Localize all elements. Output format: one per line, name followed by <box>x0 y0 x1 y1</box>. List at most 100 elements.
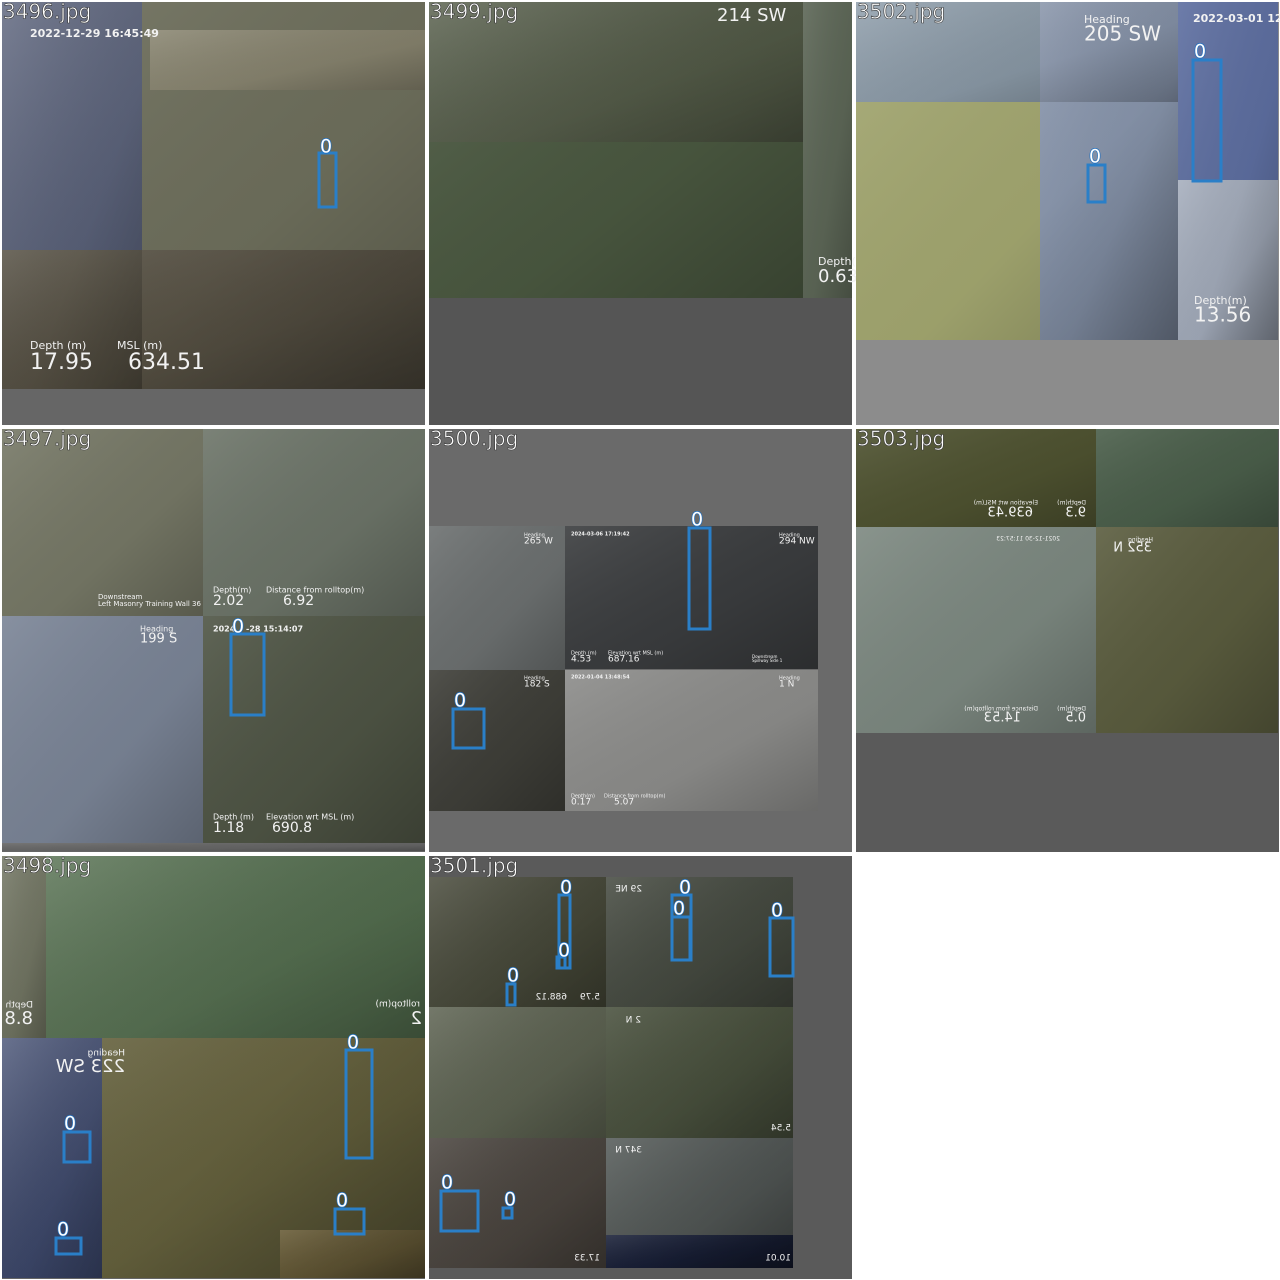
overlay-text: Depth(m) <box>1057 500 1086 507</box>
overlay-text: Distance from rolltop(m) <box>604 794 665 800</box>
overlay-text: 2022-12-29 16:45:49 <box>30 27 159 40</box>
overlay-text: 294 NW <box>779 537 815 547</box>
overlay-text: 2022-03-01 12 <box>1193 12 1280 25</box>
image-shade <box>203 616 425 843</box>
bounding-box <box>333 1207 366 1236</box>
bounding-box <box>54 1236 83 1256</box>
overlay-text: 688.12 <box>536 993 568 1003</box>
overlay-text: Depth(m) <box>1057 706 1086 713</box>
overlay-text: Heading <box>140 625 173 634</box>
file-name: 3498.jpg <box>3 854 91 878</box>
overlay-text: 5.54 <box>771 1124 791 1134</box>
overlay-text: 205 SW <box>1084 22 1161 46</box>
file-name: 3502.jpg <box>857 0 945 24</box>
overlay-text: 5.79 <box>580 993 600 1003</box>
overlay-text: 634.51 <box>128 350 205 375</box>
overlay-text: Depth <box>6 1001 33 1011</box>
overlay-text: 0.17 <box>571 798 591 808</box>
file-name: 3499.jpg <box>430 0 518 24</box>
bounding-box <box>1086 163 1107 204</box>
file-name: 3501.jpg <box>430 854 518 878</box>
overlay-text: 17.95 <box>30 350 93 375</box>
overlay-text: Depth(m) <box>1194 294 1247 307</box>
image-shade <box>429 2 803 142</box>
box-label: 0 <box>441 1172 453 1194</box>
box-label: 0 <box>679 877 691 899</box>
overlay-text: MSL (m) <box>117 339 162 352</box>
overlay-text: Depth(m) <box>571 794 595 800</box>
box-label: 0 <box>64 1113 76 1135</box>
bounding-box <box>687 526 712 631</box>
overlay-text: Distance from rolltop(m) <box>964 706 1038 713</box>
box-label: 0 <box>57 1219 69 1241</box>
image-shade <box>429 526 565 670</box>
overlay-text: Spillway Side 1 <box>752 658 783 663</box>
box-label: 0 <box>560 877 572 899</box>
overlay-text: Depth (m) <box>213 813 254 822</box>
overlay-text: 265 W <box>524 537 553 547</box>
overlay-text: 10.01 <box>765 1254 791 1264</box>
box-label: 0 <box>454 690 466 712</box>
image-shade <box>856 429 1096 527</box>
overlay-text: Depth (m) <box>571 651 597 657</box>
overlay-text: 0.5 <box>1065 711 1086 726</box>
image-shade <box>2 843 425 851</box>
overlay-text: rolltop(m) <box>375 1000 420 1010</box>
overlay-text: Left Masonry Training Wall 36 <box>98 600 202 608</box>
bounding-box <box>229 632 266 717</box>
overlay-text: 2.02 <box>213 593 244 609</box>
image-shade <box>1096 429 1278 527</box>
overlay-text: Heading <box>88 1049 125 1059</box>
overlay-text: 9.3 <box>1065 506 1086 521</box>
overlay-text: Downstream <box>98 593 143 601</box>
overlay-text: 182 S <box>524 680 550 690</box>
overlay-text: 199 S <box>140 632 177 647</box>
bounding-box <box>62 1130 92 1164</box>
image-shade <box>606 877 793 1007</box>
image-shade <box>803 2 852 298</box>
overlay-text: Depth(m) <box>213 586 251 595</box>
overlay-text: 1.18 <box>213 820 244 836</box>
image-shade <box>429 1007 606 1138</box>
file-name: 3503.jpg <box>857 427 945 451</box>
box-label: 0 <box>558 940 570 962</box>
overlay-text: 29 NE <box>615 885 642 895</box>
overlay-text: Heading <box>1084 13 1130 26</box>
bounding-box <box>670 915 692 962</box>
image-shade <box>856 527 1096 733</box>
overlay-text: Heading <box>779 533 800 539</box>
file-name: 3497.jpg <box>3 427 91 451</box>
image-shade <box>2 429 203 616</box>
box-label: 0 <box>771 900 783 922</box>
image-shade <box>2 250 425 389</box>
bounding-box <box>768 916 795 978</box>
overlay-text: Elevation wrt MSL(m) <box>974 500 1038 507</box>
image-shade <box>429 670 565 811</box>
bounding-box <box>505 982 517 1007</box>
box-label: 0 <box>504 1189 516 1211</box>
file-name: 3500.jpg <box>430 427 518 451</box>
tile: 2022-12-29 16:45:49 Depth (m)17.95 MSL (m)… <box>2 0 425 425</box>
image-shade <box>606 1235 793 1268</box>
image-shade <box>2 616 203 843</box>
overlay-text: Downstream <box>752 654 777 659</box>
overlay-text: 14.53 <box>984 711 1021 726</box>
overlay-text: Elevation wrt MSL (m) <box>266 813 354 822</box>
overlay-text: 13.56 <box>1194 303 1251 327</box>
image-shade <box>606 1007 793 1138</box>
overlay-text: 2024 <box>213 625 236 634</box>
image-shade <box>46 856 425 1038</box>
overlay-text: 4.53 <box>571 655 591 665</box>
overlay-text: 17.33 <box>574 1254 600 1264</box>
overlay-text: Depth (m) <box>30 339 86 352</box>
box-label: 0 <box>336 1190 348 1212</box>
image-shade <box>1096 527 1278 733</box>
